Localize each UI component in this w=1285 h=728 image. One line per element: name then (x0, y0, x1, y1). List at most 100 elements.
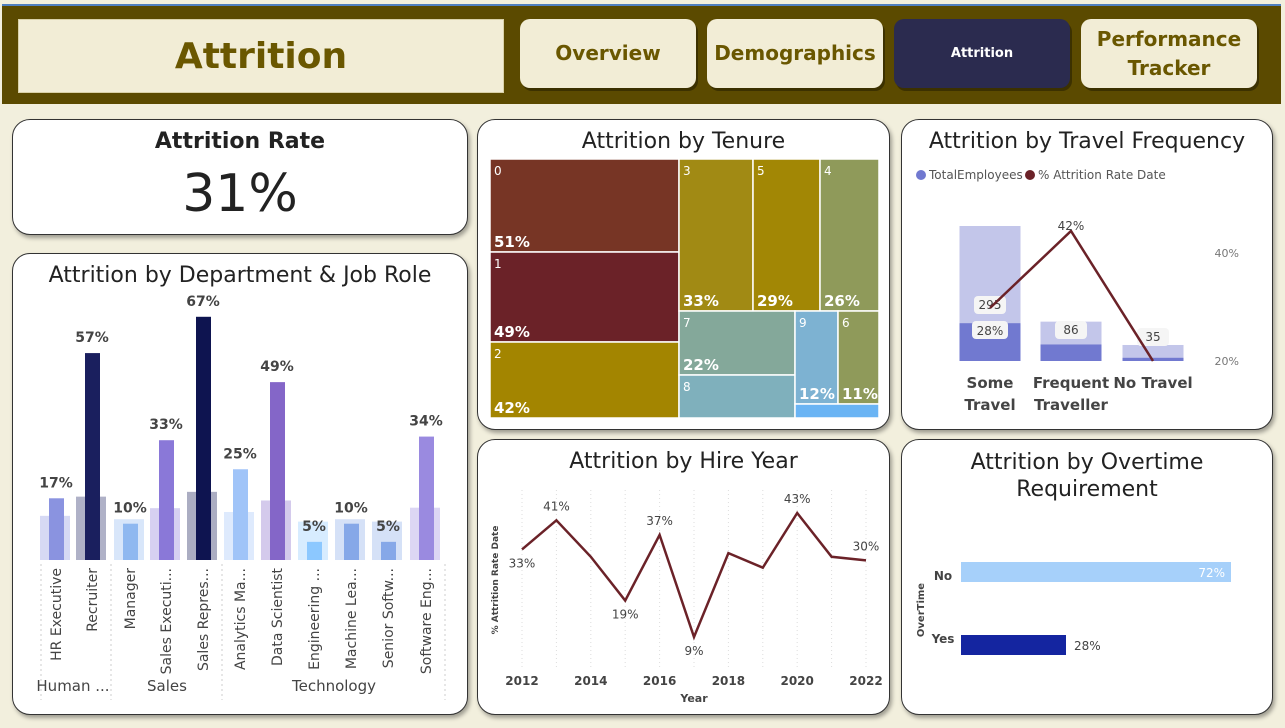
legend-label-attrition-rate: % Attrition Rate Date (1038, 168, 1166, 182)
kpi-attrition-rate-card: Attrition Rate 31% (12, 119, 468, 235)
treemap-cell (794, 310, 839, 405)
treemap-cell-value: 49% (494, 323, 530, 341)
hire-year-point-label: 33% (509, 556, 536, 570)
hire-year-chart-card: Attrition by Hire Year 33% 41% 19% 37% 9% 43%… (477, 439, 890, 715)
legend-swatch-attrition-rate (1025, 170, 1035, 180)
page-title: Attrition (174, 35, 348, 77)
hire-year-point-label: 37% (646, 514, 673, 528)
nav-demographics-button[interactable]: Demographics (707, 19, 883, 88)
bar-value-label: 10% (113, 501, 147, 517)
treemap-cell (794, 403, 880, 419)
bar (419, 436, 434, 560)
bar (344, 523, 359, 560)
treemap-cell-name: 6 (842, 316, 850, 330)
bar-value-label: 57% (75, 330, 109, 346)
treemap-cell (489, 341, 680, 419)
treemap-cell-value: 33% (683, 292, 719, 310)
category-tick-label: Machine Lea... (344, 568, 360, 669)
travel-rate-line (989, 229, 1155, 362)
hire-year-point-label: 41% (543, 499, 570, 513)
travel-category-label: Traveller (1034, 396, 1109, 414)
overtime-value-label: 28% (1074, 639, 1101, 653)
treemap-cell-name: 0 (494, 164, 502, 178)
legend-swatch-total-employees (916, 170, 926, 180)
nav-attrition-button[interactable]: Attrition (894, 19, 1070, 88)
department-chart: 17% HR Executive 57% Recruiter 10% Manager 33%… (36, 294, 446, 700)
secondary-axis-tick: 40% (1215, 247, 1239, 260)
x-tick-label: 2012 (505, 674, 538, 688)
treemap-cell (819, 158, 880, 312)
treemap-cell-value: 12% (799, 385, 835, 403)
category-tick-label: HR Executive (49, 568, 65, 661)
travel-category-label: Travel (964, 396, 1015, 414)
overtime-chart-title: Attrition by Overtime Requirement (970, 450, 1204, 502)
bar (159, 440, 174, 560)
group-label: Technology (291, 677, 376, 695)
overtime-chart: No 72% Yes 28% OverTime (916, 562, 1231, 655)
treemap-cell-name: 4 (824, 164, 832, 178)
bar-value-label: 5% (302, 519, 326, 535)
travel-rate-label: 28% (977, 324, 1004, 338)
overtime-bar (961, 562, 1231, 582)
overtime-category-label: No (934, 569, 952, 583)
nav-overview-button[interactable]: Overview (520, 19, 696, 88)
hire-year-point-label: 43% (784, 492, 811, 506)
treemap-cell-value: 29% (757, 292, 793, 310)
travel-rate-label-bg (972, 321, 1008, 339)
category-tick-label: Software Eng... (419, 568, 435, 674)
bar-value-label: 67% (186, 294, 220, 310)
bar (270, 382, 285, 560)
travel-category-label: Frequent (1033, 374, 1109, 392)
x-tick-label: 2022 (849, 674, 882, 688)
bar (381, 541, 396, 560)
bar (85, 353, 100, 560)
x-tick-label: 2020 (780, 674, 813, 688)
bar (307, 541, 322, 560)
travel-total-label: 35 (1145, 330, 1160, 344)
x-tick-label: 2018 (712, 674, 745, 688)
tenure-chart-card: Attrition by Tenure 0 51% 1 49% 2 42% 3 33% 5 29%… (477, 119, 890, 430)
department-chart-card: Attrition by Department & Job Role 17% HR… (12, 253, 468, 715)
treemap-cell-value: 51% (494, 233, 530, 251)
treemap-cell-name: 8 (683, 380, 691, 394)
bar-value-label: 34% (409, 414, 443, 430)
kpi-label: Attrition Rate (154, 129, 326, 154)
group-label: Human ... (36, 677, 109, 695)
treemap-cell-name: 7 (683, 316, 691, 330)
bar-value-label: 33% (149, 417, 183, 433)
category-tick-label: Manager (123, 568, 139, 630)
x-axis-label: Year (679, 692, 708, 705)
treemap-cell (678, 158, 754, 312)
travel-category-label: No Travel (1113, 374, 1192, 392)
category-tick-label: Engineering ... (307, 568, 323, 670)
hire-year-point-label: 30% (853, 539, 880, 553)
category-tick-label: Senior Softw... (381, 568, 397, 668)
overtime-category-label: Yes (931, 632, 955, 646)
travel-chart: TotalEmployees % Attrition Rate Date 295… (916, 168, 1239, 414)
category-tick-label: Data Scientist (270, 567, 286, 666)
travel-chart-title: Attrition by Travel Frequency (928, 129, 1246, 154)
tenure-chart-title: Attrition by Tenure (581, 129, 786, 154)
category-tick-label: Sales Executi... (159, 568, 175, 674)
x-tick-label: 2014 (574, 674, 607, 688)
bar (233, 469, 248, 560)
treemap-cell-name: 9 (799, 316, 807, 330)
tenure-treemap: 0 51% 1 49% 2 42% 3 33% 5 29% 4 26% 7 22% 8 9 12% 6 11% (489, 158, 880, 419)
nav-performance-tracker-button[interactable]: Performance Tracker (1081, 19, 1257, 88)
hire-year-chart-title: Attrition by Hire Year (569, 449, 798, 474)
hire-year-point-label: 19% (612, 608, 639, 622)
group-label: Sales (147, 677, 187, 695)
treemap-cell (752, 158, 821, 312)
legend-label-total-employees: TotalEmployees (928, 168, 1023, 182)
category-tick-label: Sales Repres... (196, 568, 212, 671)
treemap-cell (678, 374, 796, 419)
department-chart-title: Attrition by Department & Job Role (48, 263, 432, 288)
bar (196, 316, 211, 560)
bar-value-label: 49% (260, 359, 294, 375)
treemap-cell-name: 1 (494, 257, 502, 271)
travel-chart-card: Attrition by Travel Frequency TotalEmplo… (901, 119, 1273, 430)
bar (123, 523, 138, 560)
x-tick-label: 2016 (643, 674, 676, 688)
treemap-cell-name: 2 (494, 347, 502, 361)
overtime-value-label: 72% (1198, 566, 1225, 580)
